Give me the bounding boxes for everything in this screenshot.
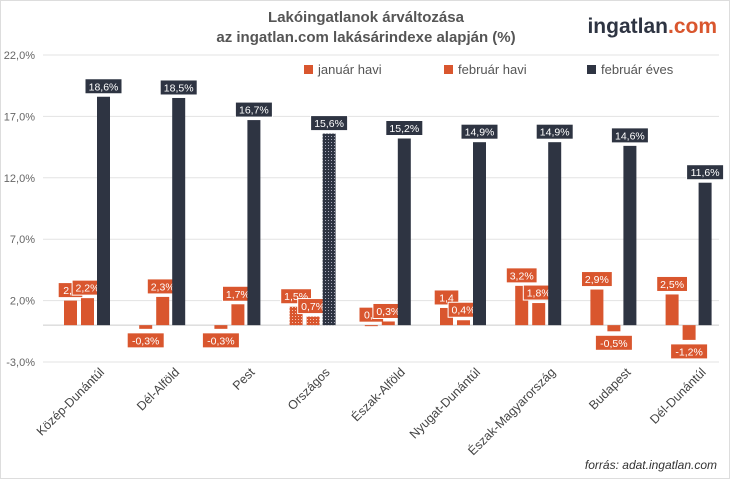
bar [473,142,486,326]
svg-text:0,4%: 0,4% [452,305,476,317]
bar [97,96,110,326]
chart-title: Lakóingatlanok árváltozása [268,9,464,26]
data-label: 2,9% [581,271,613,288]
data-label: 1,8% [522,284,555,301]
bar [607,325,621,332]
x-tick-label: Pest [230,365,258,393]
svg-text:14,9%: 14,9% [540,127,570,139]
y-tick-label: 12,0% [4,173,35,185]
data-label: 18,6% [84,78,123,95]
svg-text:18,6%: 18,6% [89,81,119,93]
svg-text:1,4: 1,4 [439,292,454,304]
bar [231,304,245,326]
svg-text:február éves: február éves [601,62,674,77]
x-tick-label: Nyugat-Dunántúl [407,365,483,441]
svg-text:2,2%: 2,2% [76,283,100,295]
svg-text:0,3%: 0,3% [376,306,400,318]
svg-text:-0,5%: -0,5% [600,338,627,350]
bar [214,325,228,329]
y-tick-label: 2,0% [10,296,35,308]
y-tick-label: 22,0% [4,50,35,62]
bar [172,97,186,326]
data-label: 2,5% [656,275,689,292]
data-label: 14,6% [610,127,649,144]
svg-text:-0,3%: -0,3% [207,335,234,347]
x-tick-label: Országos [285,365,333,413]
x-tick-label: Dél-Alföld [134,365,182,413]
logo: ingatlan.com [587,15,717,38]
legend-item: január havi [304,62,382,77]
svg-text:január havi: január havi [317,62,382,77]
chart-subtitle: az ingatlan.com lakásárindexe alapján (%… [216,29,516,46]
svg-text:-1,2%: -1,2% [675,346,702,358]
data-label: 15,2% [385,120,424,137]
bar [457,320,470,326]
data-label: 18,5% [159,79,198,96]
source-note: forrás: adat.ingatlan.com [584,458,717,472]
bar [247,120,261,326]
bar [682,325,696,340]
data-label: 2,3% [146,278,179,295]
data-label: -0,3% [126,332,165,349]
svg-text:14,6%: 14,6% [615,130,645,142]
data-label: 14,9% [535,123,574,140]
data-label: -0,5% [594,334,633,351]
bar [364,325,378,327]
data-label: 1,7% [222,285,254,302]
bar [81,298,94,326]
svg-text:18,5%: 18,5% [164,82,194,94]
bar [698,182,712,326]
data-label: 0,3% [372,302,405,319]
data-label: -1,2% [670,343,709,360]
data-label: 14,9% [460,123,499,140]
bar [665,294,679,326]
bar [322,133,336,326]
data-label: 16,7% [234,101,273,118]
svg-text:11,6%: 11,6% [691,167,720,179]
bar [548,142,562,326]
data-label: 11,6% [686,164,725,181]
bar [623,145,637,326]
data-label: -0,3% [201,332,240,349]
svg-text:2,3%: 2,3% [151,281,175,293]
legend-item: február havi [444,62,527,77]
data-label: 0,7% [297,298,330,315]
svg-text:1,8%: 1,8% [527,288,551,300]
bar [590,289,604,326]
svg-text:15,6%: 15,6% [314,118,344,130]
y-tick-label: 17,0% [4,111,35,123]
bar [306,316,320,326]
svg-text:16,7%: 16,7% [239,105,269,117]
data-label: 0,4% [447,301,480,318]
data-label: 1,4 [433,289,460,306]
bar [397,138,411,326]
legend-item: február éves [587,62,674,77]
svg-text:0,7%: 0,7% [301,301,325,313]
y-tick-label: 7,0% [10,234,35,246]
data-label: 15,6% [310,115,349,132]
x-tick-label: Észak-Alföld [348,364,408,424]
bar [532,303,546,326]
y-tick-label: -3,0% [6,357,35,369]
data-label: 2,2% [71,279,104,296]
bar [156,296,170,326]
svg-text:3,2%: 3,2% [510,270,534,282]
x-tick-label: Budapest [586,365,634,413]
svg-text:2,5%: 2,5% [660,279,684,291]
svg-text:2,9%: 2,9% [585,274,609,286]
x-tick-label: Dél-Dunántúl [647,365,708,426]
data-label: 3,2% [505,267,538,284]
svg-text:február havi: február havi [458,62,527,77]
svg-text:14,9%: 14,9% [465,127,495,139]
bar [64,300,77,326]
svg-text:15,2%: 15,2% [389,123,419,135]
svg-text:-0,3%: -0,3% [132,335,159,347]
bar [381,321,395,326]
x-tick-label: Közép-Dunántúl [34,365,107,438]
svg-text:1,7%: 1,7% [226,289,250,301]
bar [139,325,153,329]
